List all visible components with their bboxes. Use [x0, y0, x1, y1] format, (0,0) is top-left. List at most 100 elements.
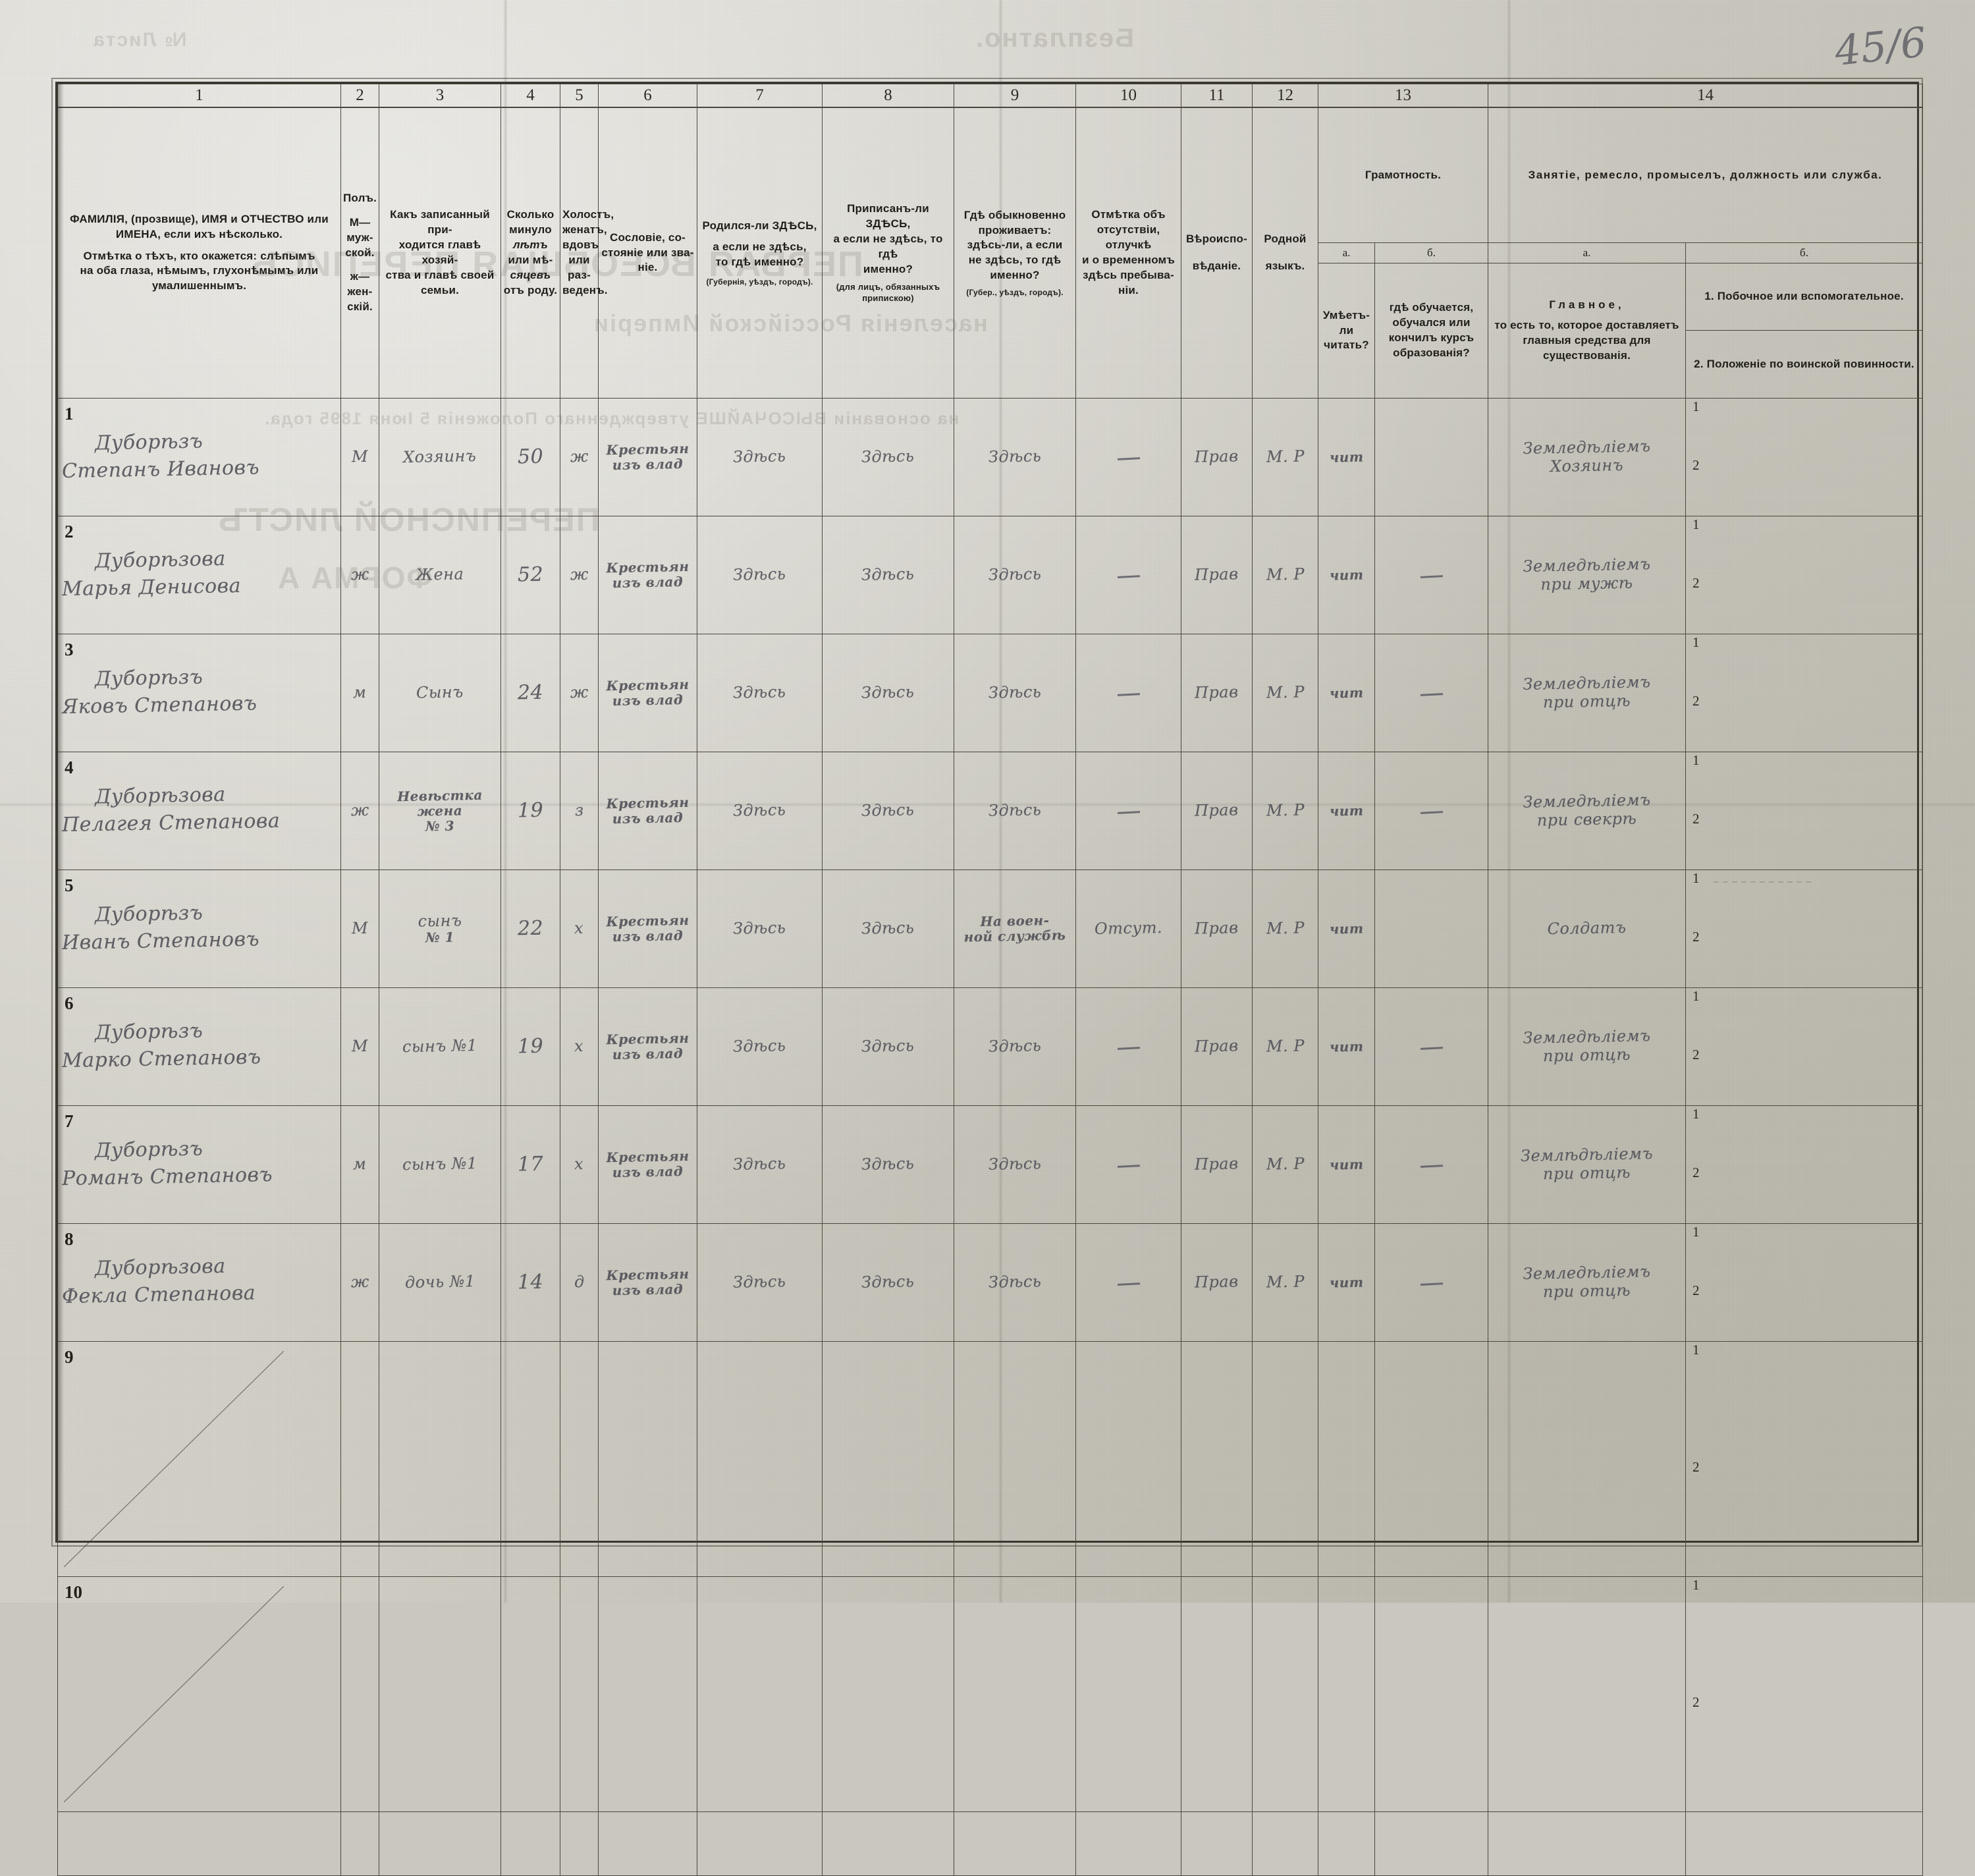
cell-occupation-main[interactable]: Земледѣліемъ при отцѣ	[1488, 1223, 1686, 1342]
cell-language[interactable]: М. Р	[1252, 516, 1318, 634]
table-row[interactable]: 6 Дуборѣзъ Марко Степановъ М сынъ №1 19 …	[57, 987, 1923, 1106]
cell-birthplace[interactable]	[697, 1576, 823, 1812]
cell-age[interactable]: 22	[501, 869, 560, 988]
cell-literacy-b[interactable]	[1374, 634, 1488, 752]
cell-marital[interactable]: ж	[560, 516, 599, 634]
cell-literacy-a[interactable]: чит	[1318, 634, 1375, 752]
cell-occupation-main[interactable]: Земледѣліемъ Хозяинъ	[1488, 398, 1686, 516]
cell-registered[interactable]: Здѣсь	[822, 869, 954, 988]
cell-literacy-a[interactable]: чит	[1318, 987, 1375, 1106]
cell-birthplace[interactable]: Здѣсь	[697, 1105, 823, 1224]
cell-religion[interactable]	[1181, 1576, 1253, 1812]
table-row[interactable]: 2 Дуборѣзова Марья Денисова ж Жена 52 ж …	[57, 516, 1923, 634]
cell-absence[interactable]	[1075, 1223, 1181, 1342]
cell-absence[interactable]	[1075, 987, 1181, 1106]
cell-language[interactable]: М. Р	[1252, 1105, 1318, 1224]
cell-literacy-a[interactable]: чит	[1318, 869, 1375, 988]
cell-name[interactable]: 8 Дуборѣзова Фекла Степанова	[57, 1223, 341, 1342]
cell-name[interactable]: 9	[57, 1341, 341, 1577]
cell-age[interactable]: 17	[501, 1105, 560, 1224]
cell-absence[interactable]	[1075, 752, 1181, 870]
cell-estate[interactable]: Крестьян изъ влад	[598, 752, 697, 870]
cell-occupation-main[interactable]: Солдатъ	[1488, 869, 1686, 988]
table-row[interactable]: 10 1 2	[57, 1576, 1923, 1812]
cell-residence[interactable]	[954, 1576, 1076, 1812]
table-row[interactable]: 8 Дуборѣзова Фекла Степанова ж дочь №1 1…	[57, 1223, 1923, 1342]
cell-residence[interactable]: Здѣсь	[954, 752, 1076, 870]
cell-relation[interactable]: Невѣстка жена № 3	[379, 752, 501, 870]
cell-estate[interactable]: Крестьян изъ влад	[598, 1223, 697, 1342]
cell-absence[interactable]	[1075, 634, 1181, 752]
cell-name[interactable]: 4 Дуборѣзова Пелагея Степанова	[57, 752, 341, 870]
cell-absence[interactable]	[1075, 1105, 1181, 1224]
cell-absence[interactable]	[1075, 398, 1181, 516]
cell-language[interactable]: М. Р	[1252, 987, 1318, 1106]
cell-language[interactable]	[1252, 1341, 1318, 1577]
cell-occupation-main[interactable]: Землѣдѣліемъ при отцѣ	[1488, 1105, 1686, 1224]
cell-occupation-aux[interactable]: 1 2	[1685, 1341, 1923, 1577]
cell-residence[interactable]: Здѣсь	[954, 516, 1076, 634]
cell-absence[interactable]	[1075, 516, 1181, 634]
cell-age[interactable]: 24	[501, 634, 560, 752]
cell-absence[interactable]: Отсут.	[1075, 869, 1181, 988]
cell-marital[interactable]: ж	[560, 634, 599, 752]
table-row[interactable]: 7 Дуборѣзъ Романъ Степановъ м сынъ №1 17…	[57, 1105, 1923, 1224]
cell-age[interactable]	[501, 1341, 560, 1577]
cell-sex[interactable]: ж	[340, 516, 379, 634]
cell-marital[interactable]	[560, 1576, 599, 1812]
cell-residence[interactable]: Здѣсь	[954, 1223, 1076, 1342]
cell-birthplace[interactable]: Здѣсь	[697, 634, 823, 752]
cell-estate[interactable]: Крестьян изъ влад	[598, 398, 697, 516]
cell-religion[interactable]: Прав	[1181, 869, 1253, 988]
cell-estate[interactable]: Крестьян изъ влад	[598, 634, 697, 752]
cell-language[interactable]: М. Р	[1252, 398, 1318, 516]
cell-estate[interactable]	[598, 1576, 697, 1812]
table-row[interactable]: 1 Дуборѣзъ Степанъ Ивановъ М Хозяинъ 50 …	[57, 398, 1923, 516]
cell-literacy-b[interactable]	[1374, 1341, 1488, 1577]
cell-birthplace[interactable]: Здѣсь	[697, 869, 823, 988]
cell-sex[interactable]	[340, 1576, 379, 1812]
cell-birthplace[interactable]: Здѣсь	[697, 516, 823, 634]
cell-marital[interactable]: х	[560, 987, 599, 1106]
cell-birthplace[interactable]: Здѣсь	[697, 1223, 823, 1342]
cell-occupation-main[interactable]	[1488, 1341, 1686, 1577]
cell-relation[interactable]: Сынъ	[379, 634, 501, 752]
cell-sex[interactable]: м	[340, 1105, 379, 1224]
cell-religion[interactable]: Прав	[1181, 1105, 1253, 1224]
cell-relation[interactable]: Хозяинъ	[379, 398, 501, 516]
cell-literacy-b[interactable]	[1374, 869, 1488, 988]
cell-sex[interactable]: М	[340, 987, 379, 1106]
cell-occupation-main[interactable]: Земледѣліемъ при мужѣ	[1488, 516, 1686, 634]
cell-age[interactable]: 50	[501, 398, 560, 516]
cell-literacy-a[interactable]	[1318, 1341, 1375, 1577]
cell-birthplace[interactable]	[697, 1341, 823, 1577]
cell-religion[interactable]: Прав	[1181, 987, 1253, 1106]
cell-occupation-aux[interactable]: 1 2	[1685, 1105, 1923, 1224]
cell-sex[interactable]: м	[340, 634, 379, 752]
cell-registered[interactable]	[822, 1576, 954, 1812]
cell-occupation-aux[interactable]: 1 2	[1685, 1576, 1923, 1812]
cell-occupation-aux[interactable]: 1 2	[1685, 398, 1923, 516]
cell-residence[interactable]: Здѣсь	[954, 398, 1076, 516]
cell-literacy-a[interactable]: чит	[1318, 1223, 1375, 1342]
cell-relation[interactable]	[379, 1576, 501, 1812]
cell-sex[interactable]: ж	[340, 752, 379, 870]
cell-occupation-main[interactable]: Земледѣліемъ при отцѣ	[1488, 987, 1686, 1106]
cell-language[interactable]: М. Р	[1252, 1223, 1318, 1342]
cell-occupation-main[interactable]: Земледѣліемъ при отцѣ	[1488, 634, 1686, 752]
cell-occupation-aux[interactable]: 1 2	[1685, 516, 1923, 634]
cell-literacy-b[interactable]	[1374, 987, 1488, 1106]
cell-sex[interactable]: М	[340, 398, 379, 516]
cell-residence[interactable]	[954, 1341, 1076, 1577]
table-row[interactable]: 4 Дуборѣзова Пелагея Степанова ж Невѣстк…	[57, 752, 1923, 870]
cell-birthplace[interactable]: Здѣсь	[697, 752, 823, 870]
cell-registered[interactable]: Здѣсь	[822, 1105, 954, 1224]
cell-literacy-a[interactable]: чит	[1318, 398, 1375, 516]
table-row[interactable]: 5 Дуборѣзъ Иванъ Степановъ М сынъ № 1 22…	[57, 869, 1923, 988]
cell-literacy-a[interactable]: чит	[1318, 752, 1375, 870]
cell-occupation-aux[interactable]: 1 2	[1685, 634, 1923, 752]
cell-residence[interactable]: Здѣсь	[954, 634, 1076, 752]
cell-sex[interactable]: ж	[340, 1223, 379, 1342]
cell-religion[interactable]: Прав	[1181, 1223, 1253, 1342]
cell-occupation-main[interactable]: Земледѣліемъ при свекрѣ	[1488, 752, 1686, 870]
